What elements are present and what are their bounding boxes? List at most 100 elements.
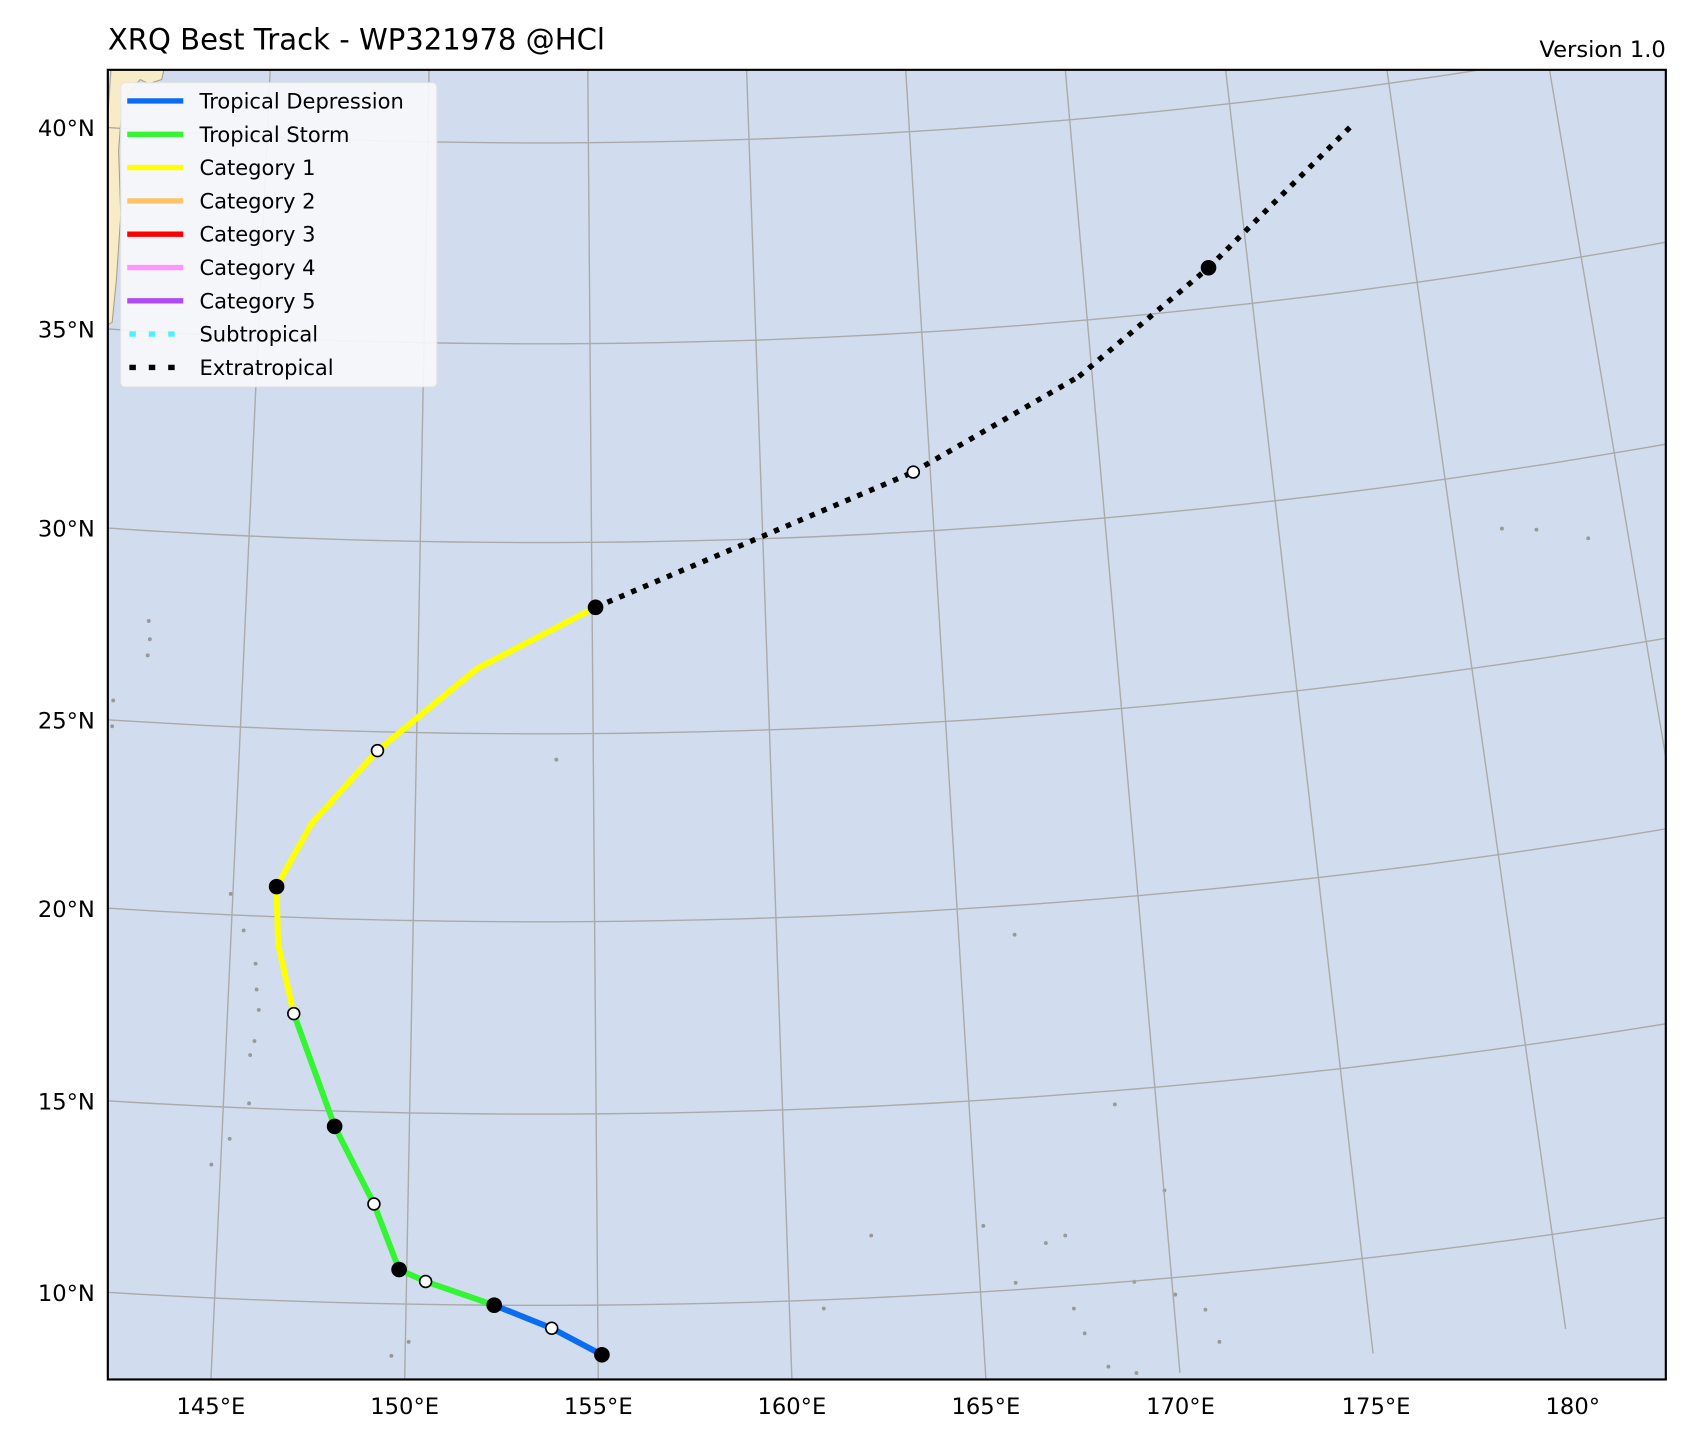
track-segment-ts bbox=[422, 1278, 498, 1309]
track-point-00z bbox=[391, 1261, 407, 1278]
island bbox=[228, 891, 233, 896]
island bbox=[241, 928, 246, 933]
lat-tick-label: 30°N bbox=[38, 517, 95, 543]
track-segment-ex bbox=[1077, 265, 1211, 379]
track-point-00z bbox=[268, 878, 285, 895]
lon-tick-label: 165°E bbox=[951, 1394, 1020, 1420]
track-segment-c1 bbox=[374, 665, 481, 754]
island bbox=[1071, 1306, 1076, 1311]
lon-tick-label: 170°E bbox=[1146, 1394, 1215, 1420]
lat-tick-label: 15°N bbox=[38, 1089, 95, 1115]
island bbox=[389, 1353, 394, 1358]
island bbox=[981, 1223, 986, 1228]
lon-tick-label: 150°E bbox=[370, 1394, 439, 1420]
parallel-25 bbox=[107, 637, 1666, 735]
track-segment-c1 bbox=[273, 883, 281, 947]
meridian-185 bbox=[1548, 69, 1666, 762]
parallel-15 bbox=[107, 1023, 1666, 1115]
meridian-160 bbox=[745, 69, 793, 1380]
track-point-12z bbox=[418, 1274, 433, 1289]
island bbox=[145, 653, 150, 658]
island bbox=[1043, 1241, 1048, 1245]
island bbox=[1112, 1102, 1117, 1107]
island bbox=[252, 1039, 257, 1043]
island bbox=[406, 1339, 411, 1344]
track-segment-td bbox=[491, 1302, 555, 1332]
track-segment-c1 bbox=[275, 940, 297, 1017]
legend-label: Category 4 bbox=[199, 256, 315, 280]
island bbox=[227, 1136, 232, 1141]
track-segment-ex bbox=[1206, 123, 1355, 270]
legend: Tropical Depression Tropical Storm Categor… bbox=[120, 82, 438, 388]
version-label: Version 1.0 bbox=[1539, 37, 1665, 63]
meridian-165 bbox=[904, 69, 987, 1380]
island bbox=[254, 987, 259, 992]
lon-tick-label: 180° bbox=[1546, 1394, 1601, 1420]
lat-tick-label: 20°N bbox=[38, 897, 95, 923]
island bbox=[554, 757, 559, 762]
legend-label: Category 3 bbox=[199, 223, 315, 247]
legend-label: Category 2 bbox=[199, 189, 315, 213]
meridian-180 bbox=[1386, 69, 1567, 1330]
meridian-175 bbox=[1224, 69, 1374, 1354]
axis-ticks: 10°N 15°N 20°N 25°N 30°N 35°N 40°N 145°E 150°E 15… bbox=[38, 116, 1600, 1420]
track-point-12z bbox=[544, 1321, 559, 1335]
legend-label: Category 1 bbox=[199, 156, 315, 180]
island bbox=[247, 1101, 252, 1106]
track-point-12z bbox=[367, 1197, 381, 1211]
island bbox=[147, 637, 152, 642]
track-segment-ts bbox=[331, 1123, 377, 1207]
track-point-00z bbox=[326, 1118, 343, 1135]
lat-tick-label: 10°N bbox=[38, 1281, 95, 1307]
lon-tick-label: 160°E bbox=[757, 1394, 826, 1420]
lat-tick-label: 25°N bbox=[38, 708, 95, 734]
legend-label: Tropical Depression bbox=[198, 90, 403, 114]
lon-tick-label: 155°E bbox=[564, 1394, 633, 1420]
track-segment-ex bbox=[594, 469, 915, 610]
track-point-00z bbox=[594, 1347, 610, 1363]
lat-tick-label: 40°N bbox=[38, 116, 95, 142]
island bbox=[1173, 1292, 1178, 1297]
track-point-00z bbox=[1200, 259, 1217, 276]
island bbox=[1203, 1307, 1208, 1312]
plot-frame bbox=[106, 68, 1667, 1381]
island bbox=[1586, 536, 1591, 541]
island bbox=[1499, 526, 1504, 531]
track-point-00z bbox=[587, 599, 604, 616]
parallel-10 bbox=[107, 1216, 1666, 1307]
island bbox=[110, 724, 115, 729]
island bbox=[209, 1162, 214, 1167]
island bbox=[869, 1233, 874, 1238]
track-segment-ts bbox=[370, 1201, 403, 1273]
track-segment-c1 bbox=[308, 747, 381, 827]
island bbox=[1013, 1280, 1018, 1285]
track-segment-ex bbox=[911, 374, 1081, 475]
track-point-12z bbox=[370, 743, 385, 758]
meridian-170 bbox=[1064, 69, 1181, 1374]
island bbox=[1534, 527, 1539, 532]
legend-label: Extratropical bbox=[199, 356, 333, 380]
parallel-20 bbox=[107, 828, 1666, 923]
island bbox=[1134, 1371, 1139, 1375]
track-segment-ts bbox=[290, 1010, 338, 1130]
islands bbox=[110, 526, 1591, 1375]
meridian-155 bbox=[587, 69, 599, 1380]
island bbox=[821, 1306, 826, 1311]
lon-tick-label: 175°E bbox=[1342, 1394, 1411, 1420]
track-segment-td bbox=[548, 1325, 605, 1358]
island bbox=[1217, 1339, 1222, 1344]
legend-label: Subtropical bbox=[199, 323, 318, 347]
island bbox=[1106, 1364, 1111, 1369]
island bbox=[248, 1053, 253, 1057]
island bbox=[111, 698, 116, 703]
track-point-12z bbox=[906, 465, 921, 479]
island bbox=[1082, 1331, 1087, 1336]
island bbox=[1063, 1233, 1068, 1238]
island bbox=[146, 619, 151, 623]
island bbox=[253, 961, 258, 966]
island bbox=[1012, 932, 1017, 937]
lon-tick-label: 145°E bbox=[177, 1394, 246, 1420]
legend-label: Category 5 bbox=[199, 289, 315, 313]
chart-title: XRQ Best Track - WP321978 @HCl bbox=[108, 22, 605, 56]
